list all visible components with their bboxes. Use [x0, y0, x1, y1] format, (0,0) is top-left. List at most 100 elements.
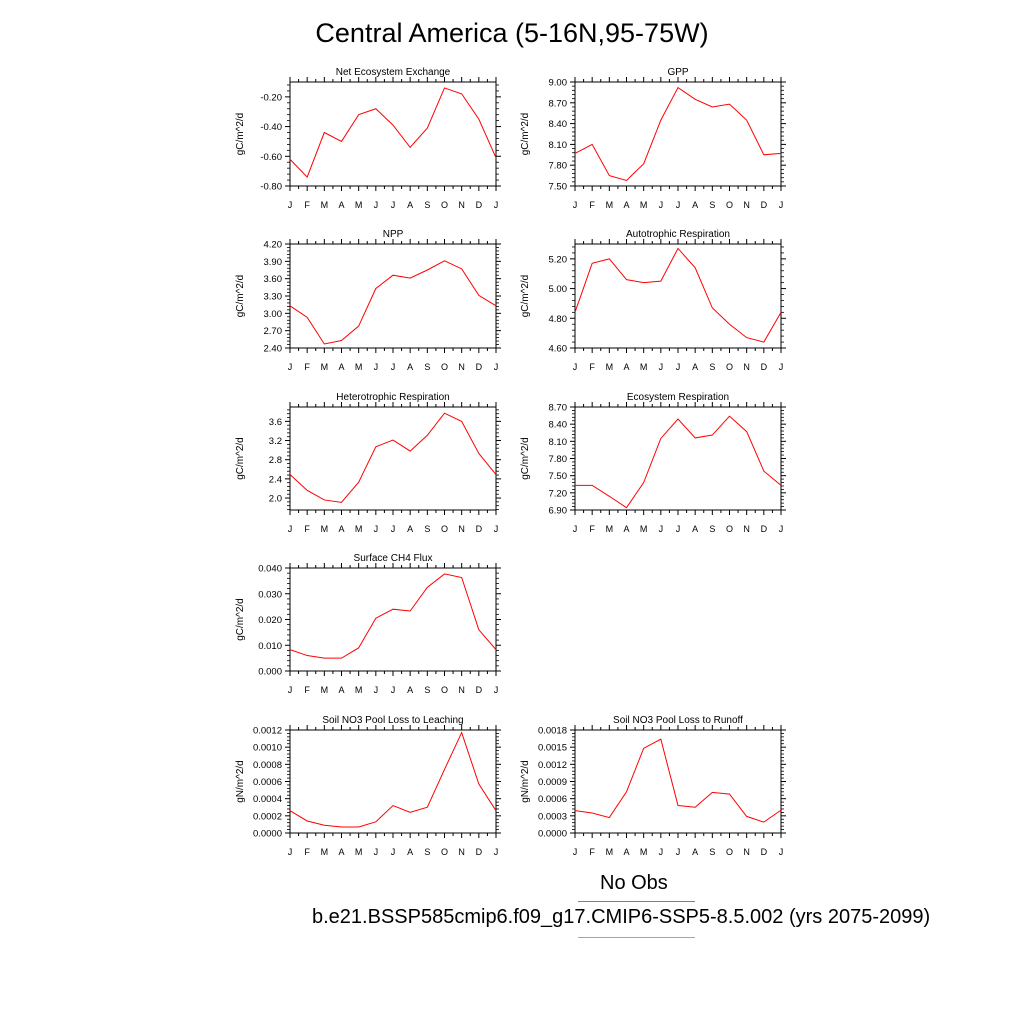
panel-title: Soil NO3 Pool Loss to Runoff — [613, 715, 743, 726]
x-tick-label: J — [676, 524, 681, 534]
x-tick-label: A — [338, 847, 344, 857]
y-tick-label: 0.0000 — [253, 829, 282, 840]
y-tick-label: -0.80 — [260, 182, 282, 193]
x-tick-label: J — [374, 685, 379, 695]
x-tick-label: M — [321, 524, 329, 534]
y-tick-label: 0.010 — [258, 641, 282, 652]
y-tick-label: 0.0008 — [253, 760, 282, 771]
x-tick-label: M — [606, 200, 614, 210]
y-tick-label: 7.50 — [549, 182, 568, 193]
x-tick-label: J — [573, 524, 578, 534]
series-line-0 — [575, 415, 782, 509]
x-tick-label: J — [494, 362, 499, 372]
x-tick-label: A — [407, 847, 413, 857]
x-tick-label: M — [606, 524, 614, 534]
y-tick-label: 0.030 — [258, 589, 282, 600]
x-tick-label: O — [441, 362, 448, 372]
y-tick-label: 3.60 — [264, 274, 283, 285]
legend-obs-label: No Obs — [600, 872, 668, 894]
panel-title: NPP — [383, 229, 404, 240]
x-tick-label: S — [424, 362, 430, 372]
x-tick-label: J — [494, 847, 499, 857]
y-tick-label: 0.040 — [258, 564, 282, 575]
x-tick-label: J — [288, 685, 293, 695]
y-tick-label: 6.90 — [549, 506, 568, 517]
x-tick-label: D — [476, 362, 483, 372]
x-tick-label: N — [743, 847, 750, 857]
x-tick-label: J — [779, 524, 784, 534]
y-tick-label: 3.2 — [269, 436, 282, 447]
x-tick-label: A — [623, 362, 629, 372]
y-tick-label: -0.20 — [260, 92, 282, 103]
y-tick-label: 0.0003 — [538, 811, 567, 822]
x-tick-label: A — [338, 362, 344, 372]
x-tick-label: J — [779, 847, 784, 857]
y-tick-label: 0.0012 — [253, 726, 282, 737]
x-tick-label: S — [709, 524, 715, 534]
x-tick-label: J — [288, 362, 293, 372]
y-tick-label: 7.80 — [549, 161, 568, 172]
x-tick-label: F — [304, 847, 310, 857]
y-axis-label: gC/m^2/d — [235, 437, 246, 480]
x-tick-label: M — [321, 685, 329, 695]
y-tick-label: 7.20 — [549, 488, 568, 499]
x-tick-label: F — [304, 685, 310, 695]
x-tick-label: D — [476, 200, 483, 210]
y-tick-label: 2.0 — [269, 494, 282, 505]
y-axis-label: gN/m^2/d — [520, 760, 531, 803]
x-tick-label: M — [355, 524, 363, 534]
x-tick-label: A — [407, 362, 413, 372]
x-tick-label: M — [321, 200, 329, 210]
x-tick-label: J — [659, 362, 664, 372]
x-tick-label: J — [494, 524, 499, 534]
legend-case-line — [578, 937, 695, 938]
y-tick-label: 0.0012 — [538, 760, 567, 771]
y-tick-label: -0.60 — [260, 152, 282, 163]
x-tick-label: M — [355, 685, 363, 695]
panel-title: GPP — [667, 67, 688, 78]
y-tick-label: 5.00 — [549, 284, 568, 295]
plot-frame — [289, 567, 497, 672]
x-tick-label: J — [676, 847, 681, 857]
x-tick-label: M — [355, 847, 363, 857]
x-tick-label: D — [761, 847, 768, 857]
x-tick-label: O — [726, 362, 733, 372]
x-tick-label: N — [743, 200, 750, 210]
x-tick-label: D — [761, 524, 768, 534]
x-tick-label: A — [407, 685, 413, 695]
x-tick-label: J — [374, 524, 379, 534]
y-axis-label: gC/m^2/d — [520, 113, 531, 156]
x-tick-label: J — [391, 362, 396, 372]
x-tick-label: D — [476, 685, 483, 695]
y-tick-label: 2.8 — [269, 455, 282, 466]
y-tick-label: 0.0000 — [538, 829, 567, 840]
x-tick-label: S — [424, 524, 430, 534]
y-axis-label: gC/m^2/d — [520, 437, 531, 480]
x-tick-label: O — [726, 200, 733, 210]
panel-title: Autotrophic Respiration — [626, 229, 730, 240]
x-tick-label: N — [743, 362, 750, 372]
panel-title: Soil NO3 Pool Loss to Leaching — [322, 715, 463, 726]
x-tick-label: S — [424, 847, 430, 857]
x-tick-label: N — [458, 200, 465, 210]
y-tick-label: 0.020 — [258, 615, 282, 626]
y-tick-label: 3.90 — [264, 257, 283, 268]
x-tick-label: F — [304, 362, 310, 372]
x-tick-label: F — [589, 847, 595, 857]
series-line-0 — [289, 412, 497, 503]
x-tick-label: M — [640, 200, 648, 210]
x-tick-label: M — [355, 200, 363, 210]
x-tick-label: J — [391, 200, 396, 210]
x-tick-label: M — [640, 362, 648, 372]
y-tick-label: 4.60 — [549, 344, 568, 355]
x-tick-label: A — [692, 524, 698, 534]
y-tick-label: 7.50 — [549, 471, 568, 482]
x-tick-label: J — [659, 524, 664, 534]
x-tick-label: J — [779, 362, 784, 372]
y-tick-label: 5.20 — [549, 254, 568, 265]
y-tick-label: 0.0004 — [253, 794, 282, 805]
